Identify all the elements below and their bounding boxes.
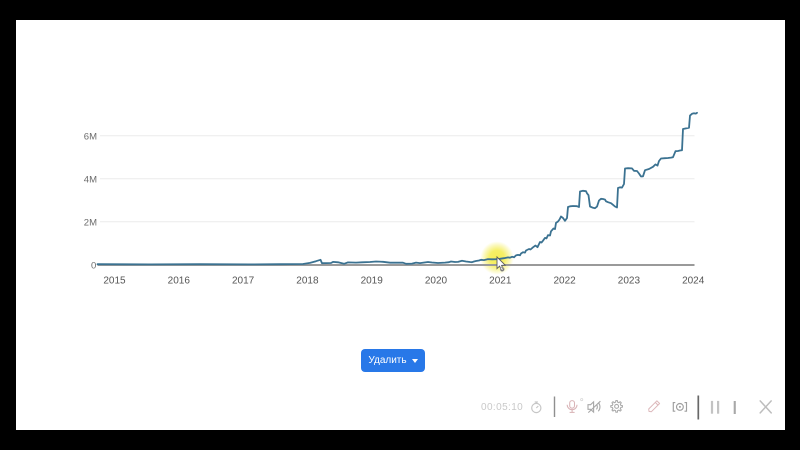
svg-text:2023: 2023 — [618, 276, 641, 287]
svg-text:2021: 2021 — [489, 276, 512, 287]
svg-text:0: 0 — [91, 260, 96, 271]
svg-text:2015: 2015 — [103, 276, 126, 287]
svg-text:2024: 2024 — [682, 276, 705, 287]
svg-text:2019: 2019 — [361, 276, 384, 287]
svg-text:2020: 2020 — [425, 276, 448, 287]
svg-text:2022: 2022 — [553, 276, 576, 287]
svg-text:2M: 2M — [84, 217, 97, 228]
svg-text:2016: 2016 — [168, 276, 191, 287]
svg-text:2017: 2017 — [232, 276, 255, 287]
svg-text:2018: 2018 — [296, 276, 319, 287]
svg-text:4M: 4M — [84, 174, 97, 185]
svg-text:6M: 6M — [84, 131, 97, 142]
